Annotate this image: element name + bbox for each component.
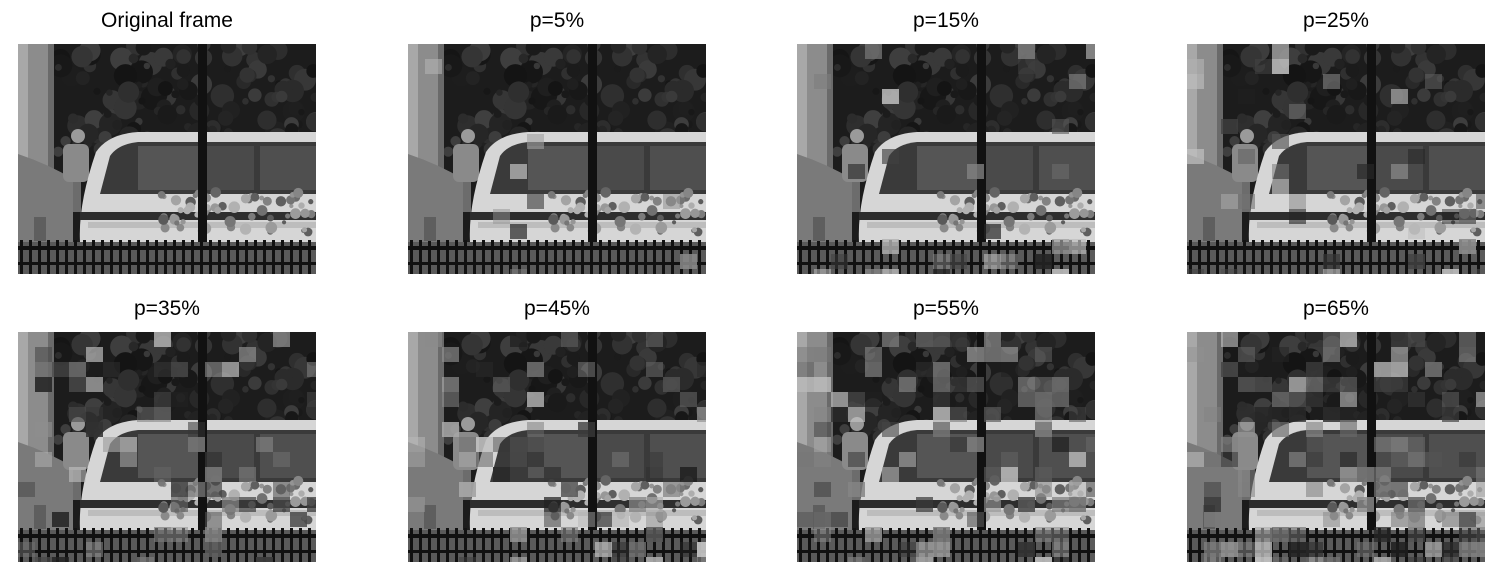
frame-image <box>18 44 316 274</box>
frame-image <box>18 332 316 562</box>
frame-image <box>1187 332 1485 562</box>
frame-image <box>408 332 706 562</box>
panel-title: p=35% <box>134 297 200 320</box>
frame-image <box>1187 44 1485 274</box>
video-frame <box>797 44 1095 274</box>
video-frame <box>1187 44 1485 274</box>
video-frame <box>408 332 706 562</box>
video-frame <box>18 332 316 562</box>
panel-title: p=55% <box>913 297 979 320</box>
panel-title: p=65% <box>1303 297 1369 320</box>
frame-image <box>797 44 1095 274</box>
panel-title: p=15% <box>913 9 979 32</box>
video-frame <box>797 332 1095 562</box>
panel-title: p=5% <box>529 9 585 32</box>
video-frame <box>408 44 706 274</box>
panel-title: p=45% <box>524 297 590 320</box>
video-frame <box>18 44 316 274</box>
video-frame <box>1187 332 1485 562</box>
frame-image <box>797 332 1095 562</box>
frame-image <box>408 44 706 274</box>
panel-title: p=25% <box>1303 9 1369 32</box>
panel-title: Original frame <box>101 9 233 32</box>
